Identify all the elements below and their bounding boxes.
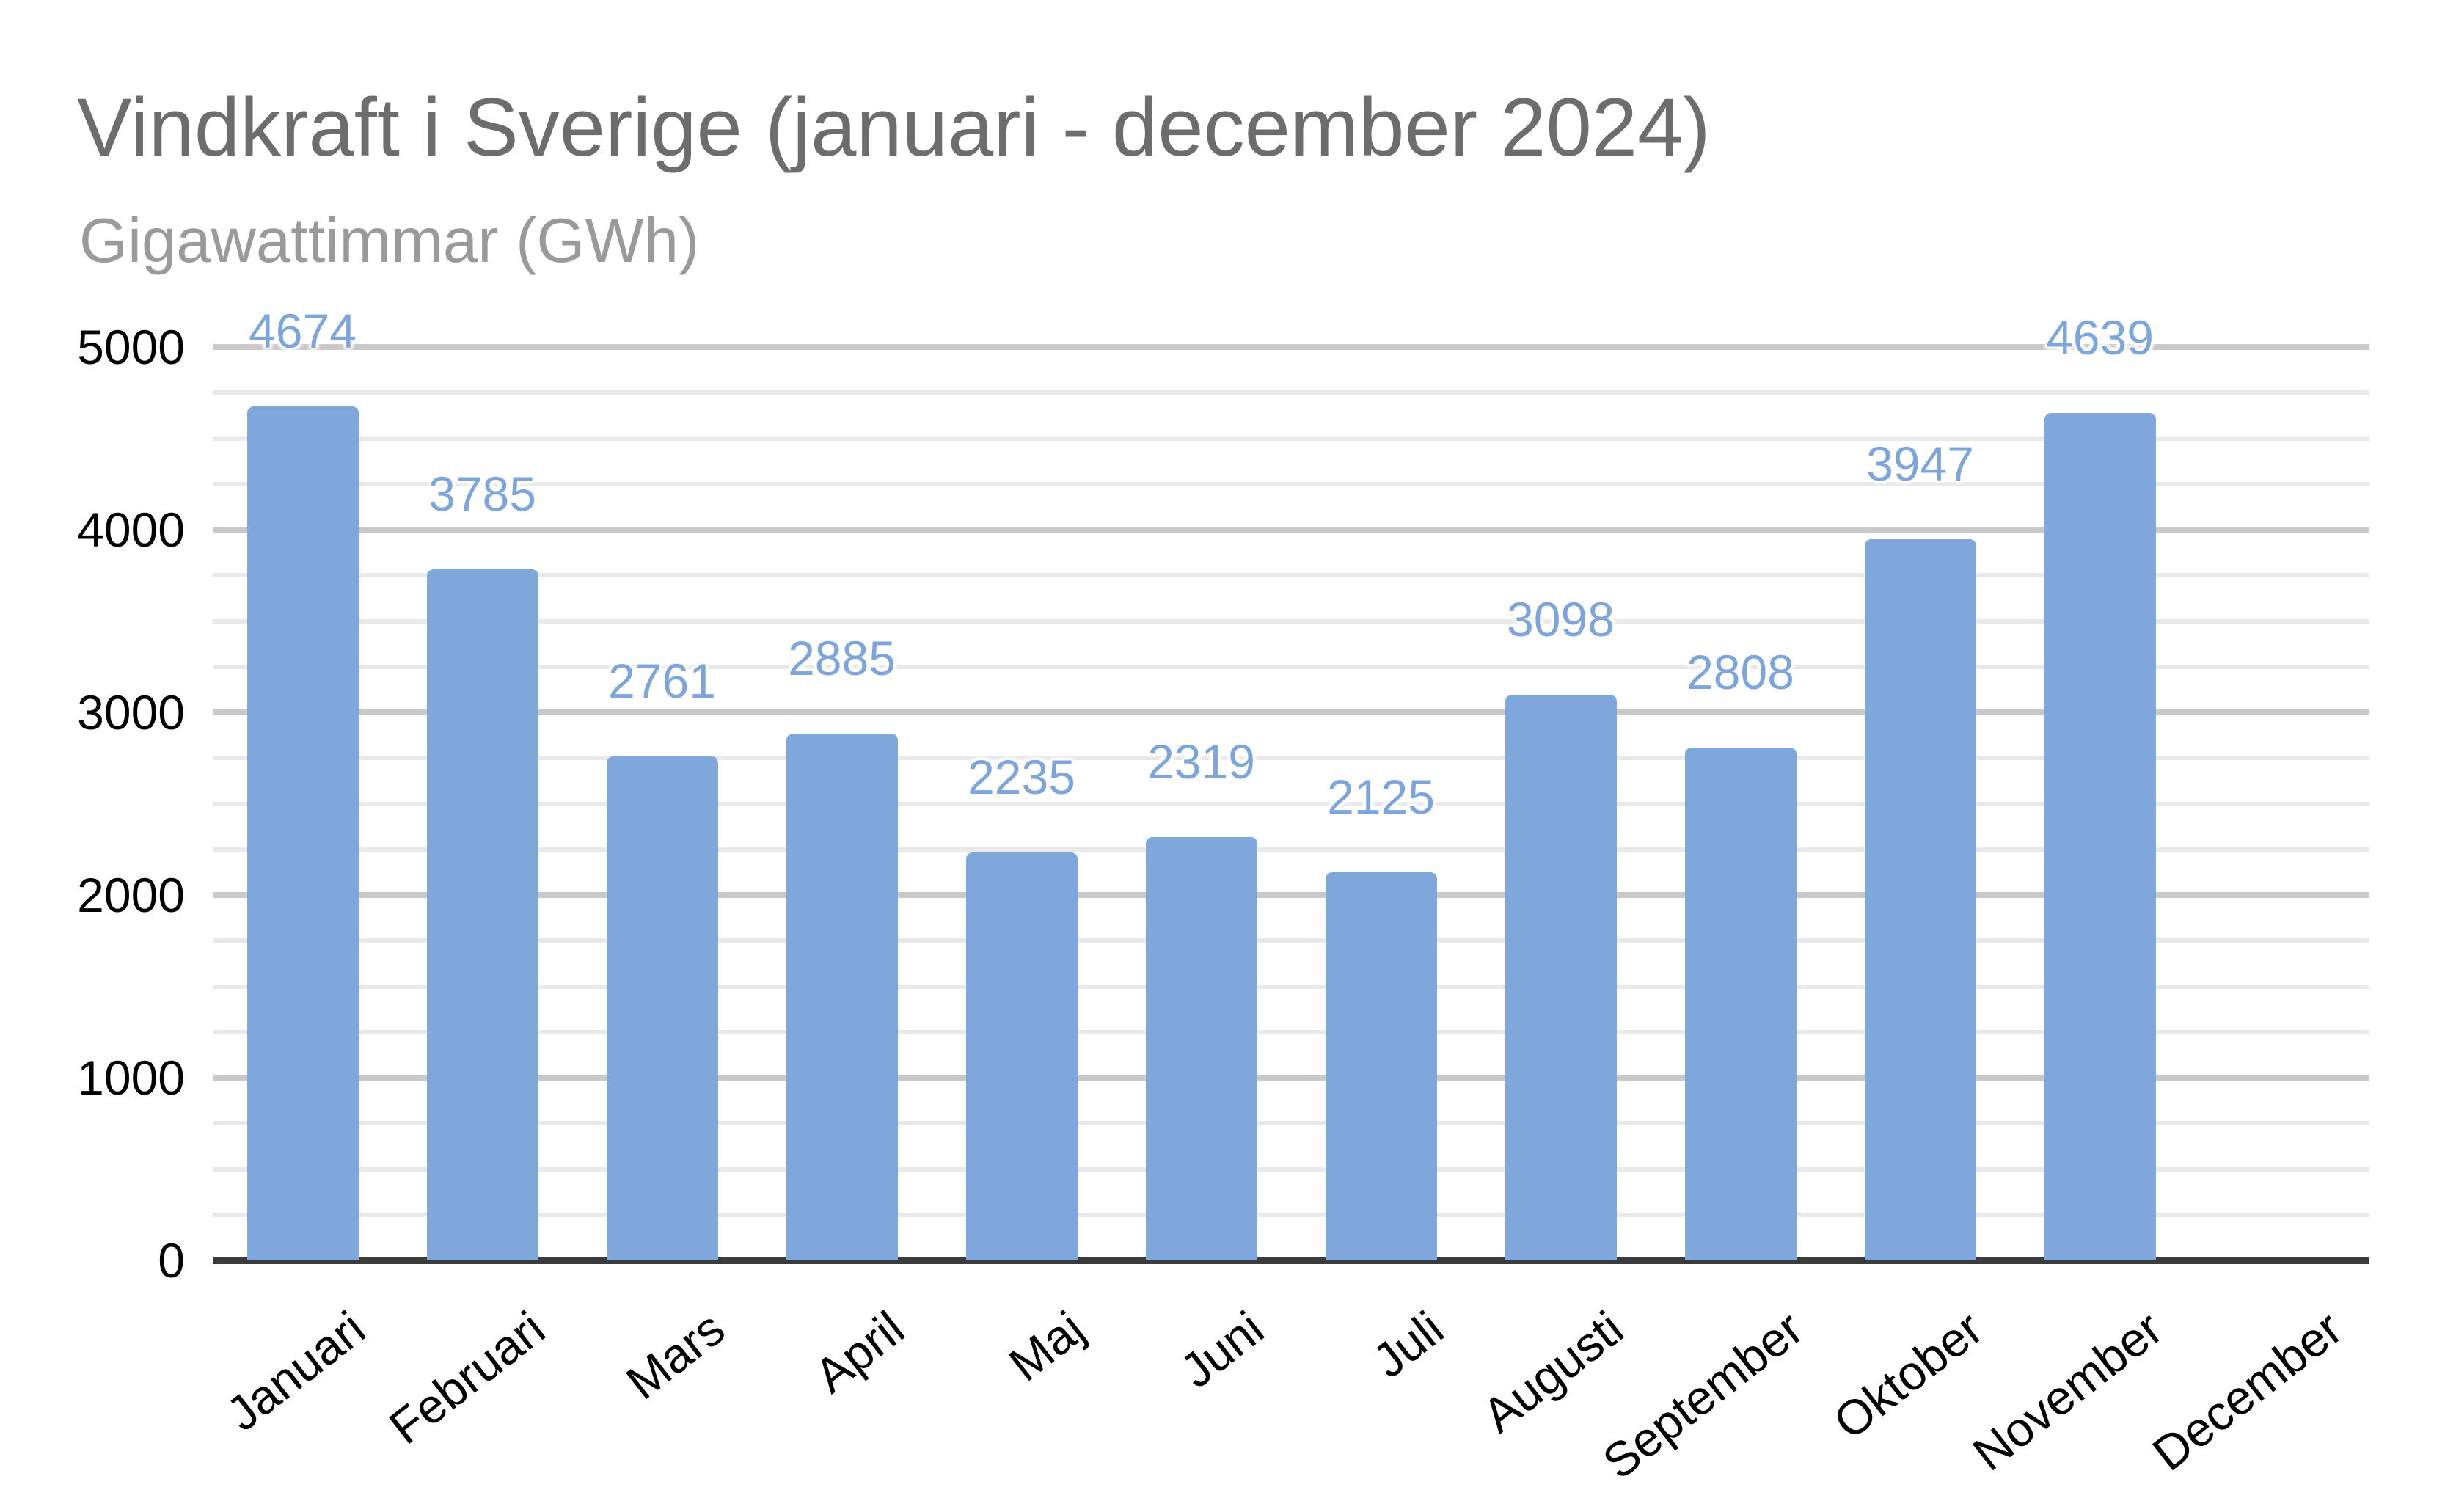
minor-gridline (213, 984, 2369, 989)
y-axis-tick-label: 4000 (77, 503, 185, 557)
minor-gridline (213, 436, 2369, 441)
minor-gridline (213, 756, 2369, 761)
major-gridline (213, 344, 2369, 350)
bar-value-label: 3947 (1866, 437, 1974, 492)
x-axis-line (213, 1257, 2369, 1264)
bar-oktober (1864, 539, 1976, 1260)
bar-januari (246, 406, 359, 1260)
minor-gridline (213, 1166, 2369, 1172)
chart-title: Vindkraft i Sverige (januari - december … (77, 81, 1711, 173)
y-axis-tick-label: 0 (158, 1233, 185, 1288)
major-gridline (213, 709, 2369, 715)
bar-september (1684, 747, 1797, 1260)
bar-value-label: 2885 (788, 630, 896, 685)
minor-gridline (213, 618, 2369, 624)
bar-november (2044, 412, 2156, 1260)
major-gridline (213, 1075, 2369, 1081)
bar-value-label: 4639 (2046, 310, 2154, 365)
minor-gridline (213, 1029, 2369, 1034)
minor-gridline (213, 573, 2369, 578)
bar-value-label: 2125 (1327, 769, 1435, 824)
bar-juli (1325, 872, 1437, 1260)
major-gridline (213, 527, 2369, 533)
bar-maj (965, 852, 1078, 1260)
major-gridline (213, 892, 2369, 898)
y-axis-tick-label: 1000 (77, 1051, 185, 1105)
y-axis-tick-label: 2000 (77, 868, 185, 922)
bar-value-label: 2761 (608, 653, 716, 708)
bar-augusti (1505, 694, 1617, 1260)
chart-subtitle: Gigawattimmar (GWh) (79, 206, 700, 276)
minor-gridline (213, 847, 2369, 852)
minor-gridline (213, 801, 2369, 806)
plot-area: 4674 Januari 3785 Februari 2761 Mars 2885 April… (213, 307, 2369, 1489)
minor-gridline (213, 390, 2369, 395)
bar-value-label: 3098 (1507, 591, 1615, 646)
bar-februari (426, 569, 538, 1260)
bar-value-label: 2808 (1686, 644, 1794, 699)
y-axis-tick-label: 5000 (77, 320, 185, 374)
minor-gridline (213, 1212, 2369, 1217)
y-axis-tick-label: 3000 (77, 685, 185, 739)
minor-gridline (213, 481, 2369, 486)
minor-gridline (213, 938, 2369, 943)
minor-gridline (213, 664, 2369, 669)
bar-juni (1145, 836, 1257, 1260)
bar-value-label: 2319 (1147, 734, 1255, 789)
bar-value-label: 3785 (428, 466, 536, 521)
bar-mars (606, 756, 718, 1260)
bar-value-label: 4674 (249, 304, 357, 359)
minor-gridline (213, 1121, 2369, 1126)
bar-value-label: 2235 (968, 749, 1075, 804)
bar-april (786, 733, 898, 1260)
